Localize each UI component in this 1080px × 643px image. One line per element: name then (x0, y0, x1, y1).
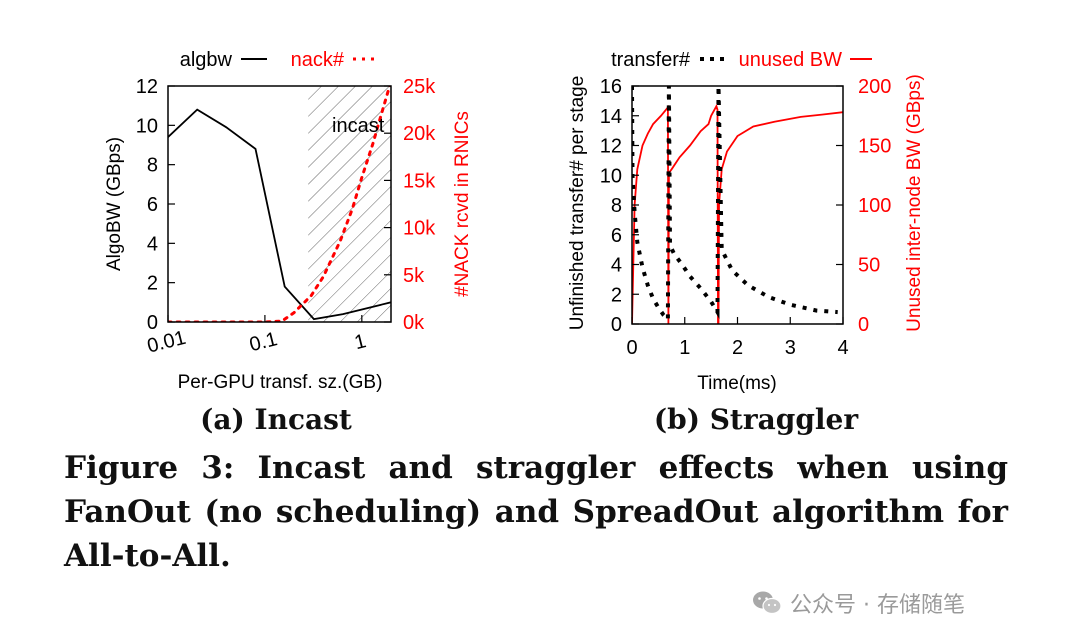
watermark: 公众号 · 存储随笔 (752, 585, 965, 621)
y-tick-label: 12 (600, 136, 622, 158)
x-axis-label-a: Per-GPU transf. sz.(GB) (178, 372, 383, 393)
y2-tick-label: 20k (403, 123, 436, 145)
y-tick-label: 8 (147, 155, 158, 177)
legend-b: transfer# unused BW (611, 49, 872, 71)
y-tick-label: 8 (611, 195, 622, 217)
figure: algbw nack# incast 0.01 0.1 10246810120k5k… (104, 49, 925, 436)
y-axis-label-a: AlgoBW (GBps) (104, 137, 125, 271)
y2-tick-label: 0 (858, 314, 869, 336)
y-tick-label: 0 (147, 312, 158, 334)
x-tick-label: 0.1 (247, 328, 279, 356)
x-tick-label: 3 (785, 337, 796, 359)
wechat-icon (753, 591, 782, 615)
legend-algbw-label: algbw (180, 49, 233, 71)
y2-tick-label: 100 (858, 195, 891, 217)
y-tick-label: 6 (611, 225, 622, 247)
series-transfer-line (632, 86, 838, 324)
x-axis-label-b: Time(ms) (697, 373, 777, 394)
y2-tick-label: 15k (403, 170, 436, 192)
y-tick-label: 12 (136, 76, 158, 98)
y2-tick-label: 10k (403, 218, 436, 240)
legend-transfer-label: transfer# (611, 49, 691, 71)
y-tick-label: 4 (147, 233, 158, 255)
x-tick-label: 4 (837, 337, 848, 359)
legend-nack-label: nack# (291, 49, 345, 71)
y2-tick-label: 200 (858, 76, 891, 98)
y2-axis-label-a: #NACK rcvd in RNICs (452, 111, 473, 297)
figure-caption: Figure 3: Incast and straggler effects w… (64, 450, 1008, 574)
panel-b-straggler: transfer# unused BW 0 1 2 3 4024681012141605… (567, 49, 925, 436)
y-tick-label: 10 (600, 165, 622, 187)
panel-a-incast: algbw nack# incast 0.01 0.1 10246810120k5k… (104, 49, 473, 436)
legend-unusedbw-label: unused BW (739, 49, 843, 71)
y-tick-label: 6 (147, 194, 158, 216)
watermark-text: 公众号 · 存储随笔 (790, 593, 965, 618)
y2-axis-label-b: Unused inter-node BW (GBps) (904, 74, 925, 332)
y-tick-label: 4 (611, 255, 622, 277)
x-tick-label: 1 (352, 330, 368, 354)
y-tick-label: 0 (611, 314, 622, 336)
series-unused-BW-line (632, 103, 843, 324)
x-tick-label: 2 (732, 337, 743, 359)
y2-tick-label: 50 (858, 255, 880, 277)
panel-a-title: (a) Incast (200, 403, 352, 436)
y2-tick-label: 150 (858, 136, 891, 158)
y2-tick-label: 0k (403, 312, 425, 334)
y-tick-label: 16 (600, 76, 622, 98)
panel-b-title: (b) Straggler (654, 403, 859, 436)
x-tick-label: 0 (626, 337, 637, 359)
incast-annotation: incast (332, 115, 385, 137)
y2-tick-label: 5k (403, 265, 425, 287)
legend-a: algbw nack# (180, 49, 375, 71)
y-tick-label: 2 (147, 273, 158, 295)
x-tick-label: 1 (679, 337, 690, 359)
y-tick-label: 14 (600, 106, 622, 128)
y-tick-label: 10 (136, 115, 158, 137)
series-algbw-line (168, 108, 391, 321)
y2-tick-label: 25k (403, 76, 436, 98)
y-tick-label: 2 (611, 284, 622, 306)
y-axis-label-b: Unfinished transfer# per stage (567, 76, 588, 331)
plot-frame-b (631, 85, 844, 325)
